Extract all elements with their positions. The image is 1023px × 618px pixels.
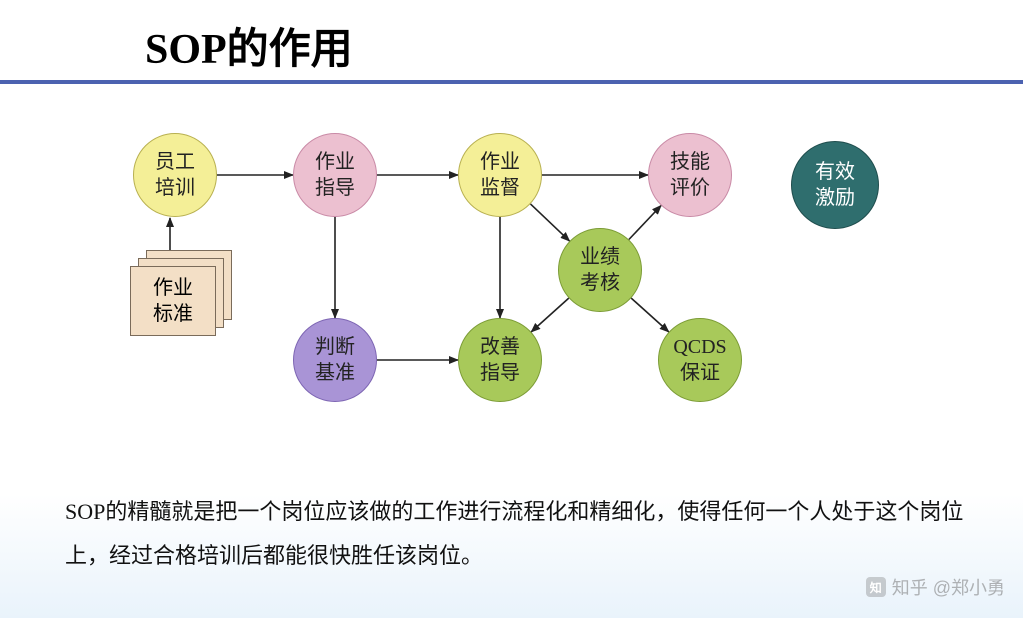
node-n5: 有效激励 <box>791 141 879 229</box>
slide-title: SOP的作用 <box>145 15 353 76</box>
footer-text: SOP的精髓就是把一个岗位应该做的工作进行流程化和精细化，使得任何一个人处于这个… <box>65 490 965 578</box>
node-n3: 作业监督 <box>458 133 542 217</box>
title-underline <box>0 80 1023 84</box>
watermark: 知 知乎 @郑小勇 <box>866 574 1005 600</box>
node-n7: 改善指导 <box>458 318 542 402</box>
node-n2: 作业指导 <box>293 133 377 217</box>
node-n1: 员工培训 <box>133 133 217 217</box>
document-front: 作业标准 <box>130 266 216 336</box>
node-n6: 判断基准 <box>293 318 377 402</box>
sop-flowchart: 员工培训作业指导作业监督 技能评价有效激励判断基准改善指导业绩考核QCDS保证 作… <box>0 110 1023 440</box>
slide: SOP的作用 员工培训作业指导作业监督 技能评价有效激励判断基准改善指导业绩考核Q… <box>0 0 1023 618</box>
document-stack: 作业标准 <box>130 250 232 336</box>
watermark-text: 知乎 @郑小勇 <box>892 574 1005 600</box>
node-n9: QCDS保证 <box>658 318 742 402</box>
zhihu-logo-icon: 知 <box>866 577 886 597</box>
node-n4: 技能评价 <box>648 133 732 217</box>
node-n8: 业绩考核 <box>558 228 642 312</box>
